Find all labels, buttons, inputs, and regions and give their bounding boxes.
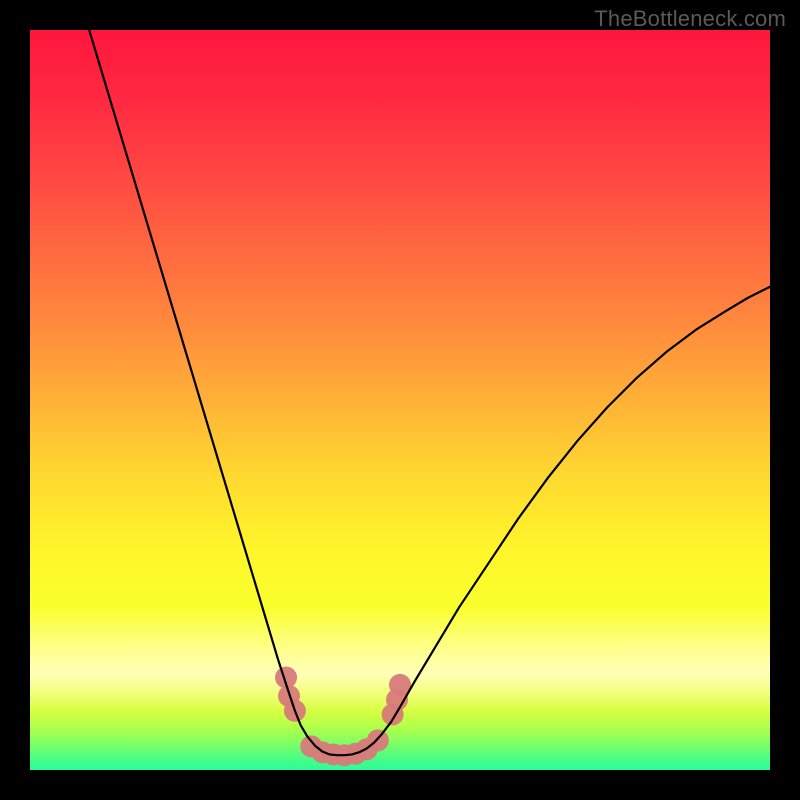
- bottleneck-chart: [30, 30, 770, 770]
- plot-area: [30, 30, 770, 770]
- marker-dot: [367, 729, 389, 751]
- chart-background: [30, 30, 770, 770]
- watermark-text: TheBottleneck.com: [594, 6, 786, 32]
